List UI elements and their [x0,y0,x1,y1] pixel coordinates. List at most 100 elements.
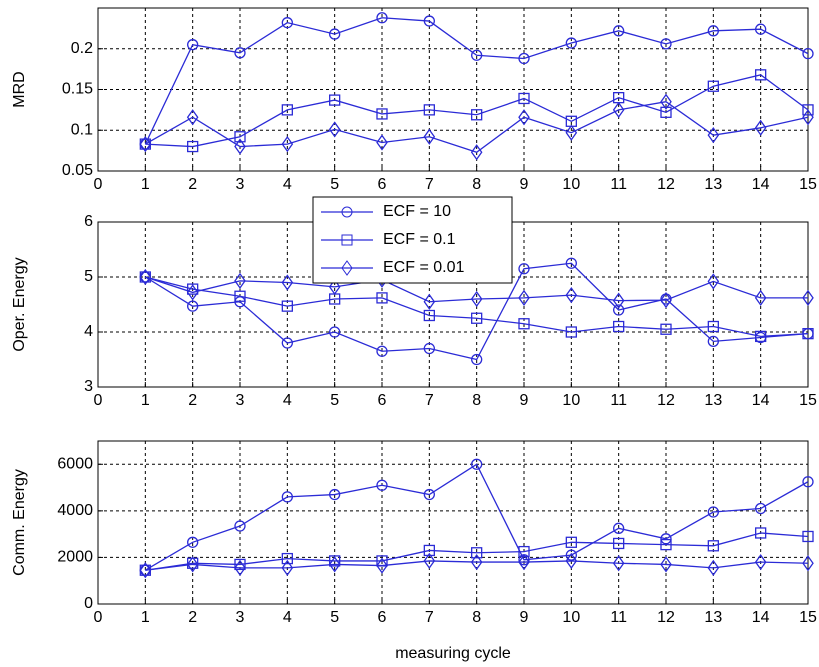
marker-diamond [754,553,767,571]
x-tick-label: 6 [378,392,387,409]
x-tick-label: 5 [330,392,339,409]
marker-square [518,92,530,105]
series-line [145,74,809,148]
marker-square [329,555,341,567]
axes-box [97,7,809,172]
x-tick-label: 7 [425,392,434,409]
x-tick-label: 12 [657,176,675,193]
marker-diamond [281,274,294,291]
x-tick-label: 6 [378,609,387,626]
marker-square [755,330,767,343]
marker-square [281,552,293,565]
y-tick-label: 4 [84,323,93,340]
y-tick-label: 0.2 [71,40,93,57]
x-tick-label: 3 [236,392,245,409]
marker-diamond [518,289,530,307]
marker-diamond [754,289,767,307]
x-tick-label: 13 [704,392,722,409]
marker-circle [471,458,483,470]
y-tick-label: 3 [84,378,93,395]
marker-diamond [802,289,814,307]
marker-diamond [612,555,625,572]
legend: ECF = 10 ECF = 0.1 ECF = 0.01 [312,196,513,284]
x-tick-label: 15 [799,176,817,193]
marker-square [187,140,199,153]
marker-square [376,108,388,120]
marker-circle [755,23,767,35]
marker-circle [565,257,577,269]
marker-diamond [328,556,341,573]
marker-diamond [470,290,483,308]
y-tick-label: 6000 [57,456,93,473]
x-tick-label: 2 [188,392,197,409]
marker-square [613,320,625,333]
series-line [144,17,809,145]
x-tick-label: 13 [704,176,722,193]
marker-square [613,537,625,550]
marker-circle [187,300,199,312]
marker-square [660,106,672,118]
marker-square [187,283,199,295]
series-line [145,463,809,571]
marker-square [660,323,672,335]
marker-square [376,292,388,304]
x-tick-label: 0 [94,176,103,193]
x-tick-label: 7 [425,609,434,626]
x-tick-label: 10 [562,392,580,409]
marker-square [802,530,814,543]
x-tick-label: 11 [610,392,627,409]
marker-diamond [612,101,625,118]
x-tick-label: 14 [752,609,770,626]
marker-diamond [707,273,720,290]
marker-circle [423,488,435,501]
marker-square [471,109,483,121]
x-tick-label: 9 [520,176,529,193]
marker-square [234,131,246,143]
x-tick-label: 14 [752,392,770,409]
series-line [145,560,809,571]
marker-square [423,104,435,116]
y-tick-label: 5 [84,268,93,285]
y-tick-label: 6 [84,213,93,230]
marker-diamond [612,292,625,309]
x-tick-label: 11 [610,609,627,626]
marker-circle [802,476,814,488]
legend-label: ECF = 10 [383,203,451,220]
marker-diamond [423,293,436,310]
marker-circle [376,12,388,24]
x-tick-label: 12 [657,609,675,626]
marker-square [707,540,719,552]
legend-marker [341,234,353,246]
legend-marker [341,260,353,276]
y-axis-label: MRD [11,71,28,107]
legend-label: ECF = 0.01 [383,259,464,276]
plot-area [98,441,808,604]
marker-circle [329,488,341,501]
marker-diamond [565,552,578,570]
marker-square [281,300,293,312]
x-tick-label: 8 [472,176,481,193]
marker-diamond [139,562,152,579]
x-tick-label: 0 [94,609,103,626]
marker-circle [802,47,814,60]
marker-circle [707,335,719,348]
marker-diamond [707,559,720,577]
marker-diamond [139,135,152,153]
marker-circle [329,326,341,338]
marker-circle [755,502,767,515]
marker-diamond [565,287,578,304]
axes-box [97,440,809,605]
x-axis-label: measuring cycle [395,645,511,662]
marker-square [660,538,672,551]
series-line [145,276,809,338]
marker-circle [613,25,625,37]
x-tick-label: 1 [141,609,150,626]
y-tick-label: 0.1 [71,121,93,138]
y-tick-label: 2000 [57,549,93,566]
marker-circle [660,533,672,545]
marker-square [802,327,814,340]
marker-circle [707,25,719,37]
marker-circle [234,47,246,59]
marker-circle [281,491,293,503]
marker-circle [565,549,577,561]
